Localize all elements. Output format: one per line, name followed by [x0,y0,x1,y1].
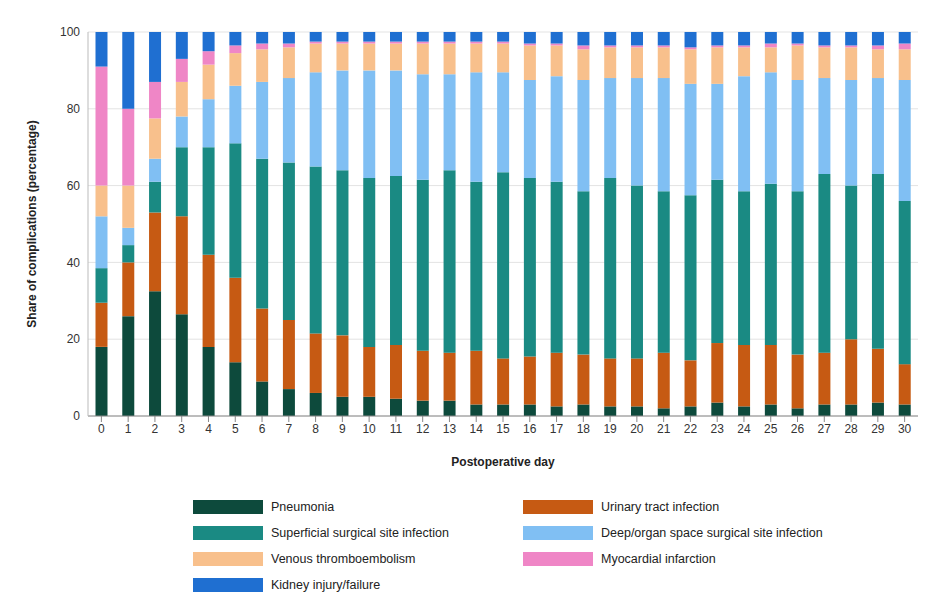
svg-text:20: 20 [630,422,644,436]
svg-text:15: 15 [496,422,510,436]
svg-text:1: 1 [125,422,132,436]
svg-text:12: 12 [416,422,430,436]
svg-text:29: 29 [871,422,885,436]
svg-text:21: 21 [657,422,671,436]
html-text:Urinary tract infection: Urinary tract infection [601,500,720,514]
svg-text:10: 10 [362,422,376,436]
svg-text:25: 25 [764,422,778,436]
html-text:Superficial surgical site infe: Superficial surgical site infection [271,526,449,540]
svg-text:30: 30 [898,422,912,436]
svg-text:22: 22 [684,422,698,436]
svg-text:9: 9 [339,422,346,436]
svg-text:4: 4 [205,422,212,436]
html-text:Myocardial infarction: Myocardial infarction [601,552,716,566]
svg-text:80: 80 [67,102,81,116]
svg-text:16: 16 [523,422,537,436]
svg-text:28: 28 [844,422,858,436]
html-text:Venous thromboembolism: Venous thromboembolism [271,552,416,566]
svg-text:100: 100 [60,25,80,39]
svg-text:0: 0 [98,422,105,436]
svg-text:8: 8 [312,422,319,436]
svg-text:14: 14 [470,422,484,436]
svg-text:Postoperative day: Postoperative day [451,455,555,469]
svg-text:7: 7 [285,422,292,436]
svg-text:24: 24 [737,422,751,436]
svg-text:40: 40 [67,256,81,270]
svg-text:18: 18 [577,422,591,436]
svg-text:Share of complications (percen: Share of complications (percentage) [25,120,39,327]
svg-text:23: 23 [711,422,725,436]
svg-text:6: 6 [259,422,266,436]
html-text:Pneumonia: Pneumonia [271,500,335,514]
html-text:Deep/organ space surgical site: Deep/organ space surgical site infection [601,526,823,540]
svg-text:11: 11 [390,422,403,436]
html-text:Kidney injury/failure: Kidney injury/failure [271,578,381,592]
svg-text:13: 13 [443,422,457,436]
svg-text:60: 60 [67,179,81,193]
svg-text:19: 19 [603,422,617,436]
svg-text:5: 5 [232,422,239,436]
svg-text:0: 0 [73,409,80,423]
svg-text:26: 26 [791,422,805,436]
svg-text:17: 17 [550,422,564,436]
svg-text:3: 3 [178,422,185,436]
svg-text:2: 2 [152,422,159,436]
svg-text:27: 27 [818,422,832,436]
svg-text:20: 20 [67,332,81,346]
